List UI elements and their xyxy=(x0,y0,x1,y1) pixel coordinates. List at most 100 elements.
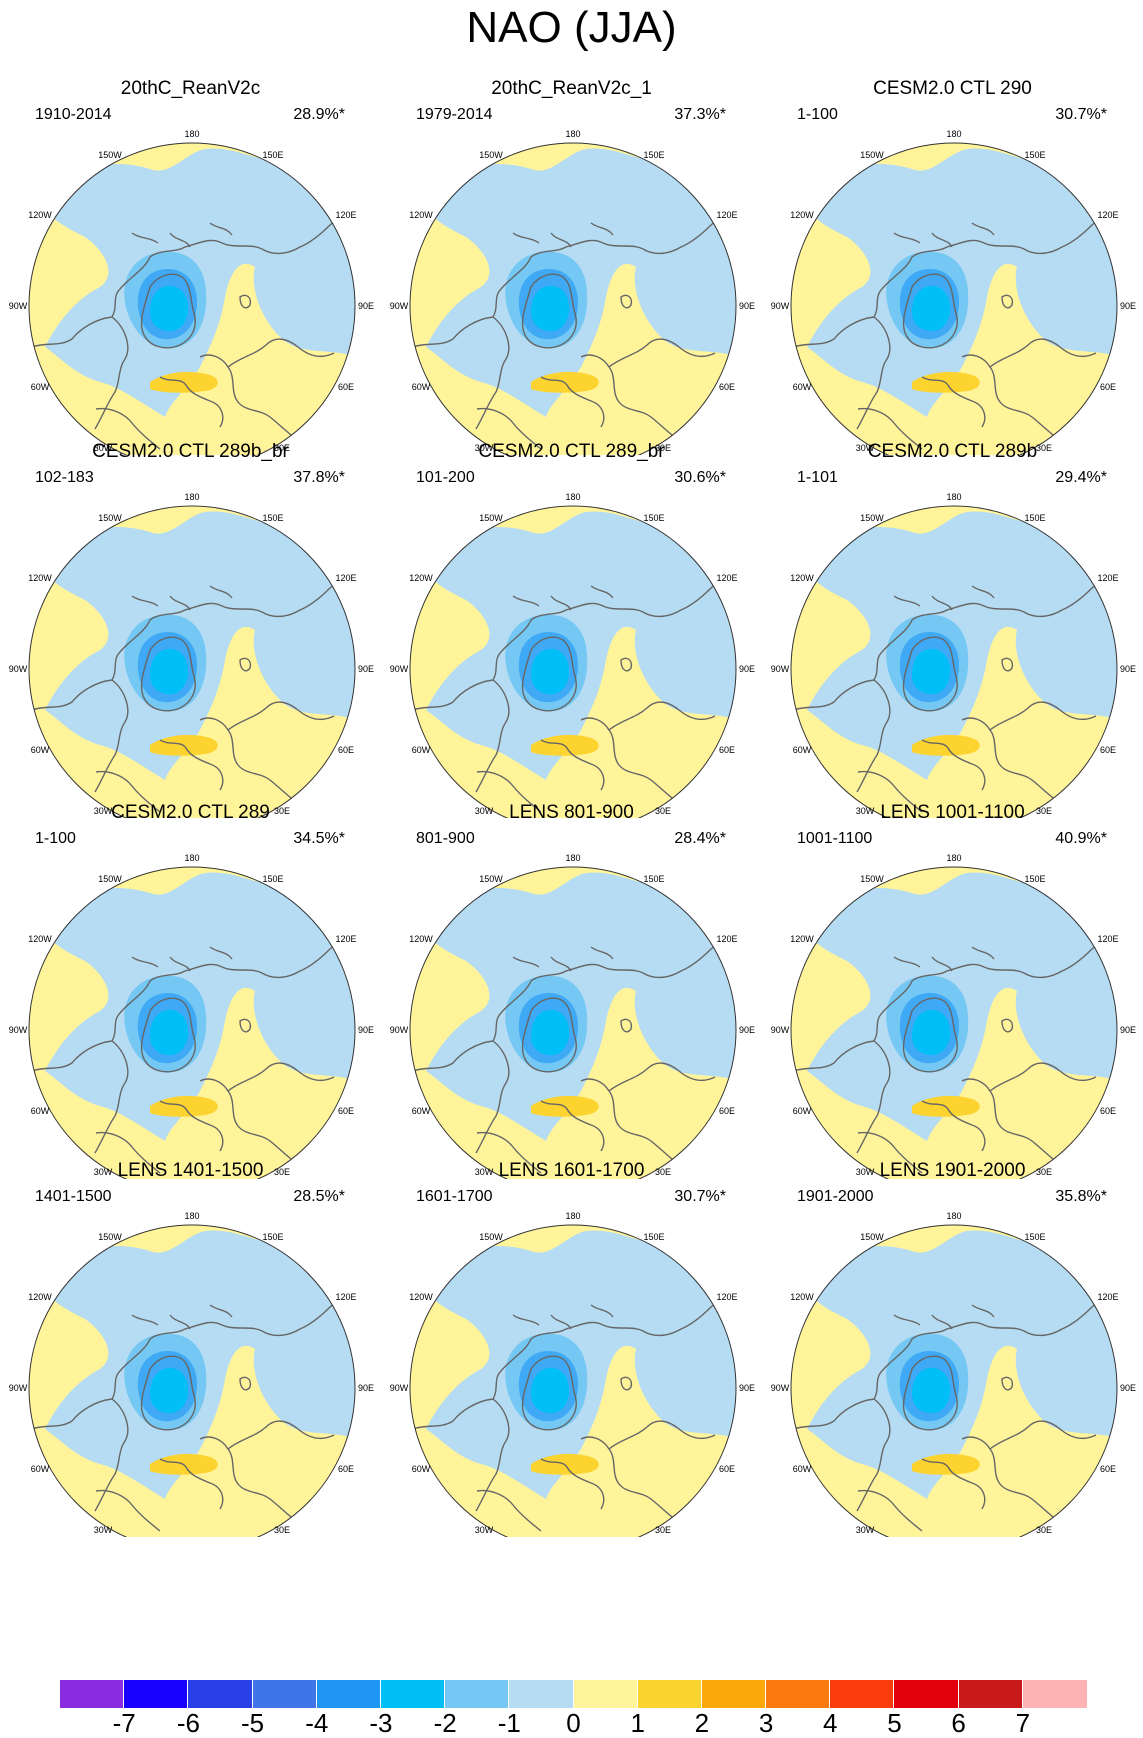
lon-label-30w: 30W xyxy=(475,806,494,816)
coastlines xyxy=(31,1278,353,1532)
lon-label-60w: 60W xyxy=(412,745,431,755)
lon-label-30e: 30E xyxy=(1036,1167,1052,1177)
map-boundary xyxy=(28,1224,356,1537)
lon-label-60w: 60W xyxy=(31,745,50,755)
colorbar-label: 5 xyxy=(887,1708,902,1738)
panel-title: CESM2.0 CTL 289b xyxy=(867,441,1038,462)
lon-label-120w: 120W xyxy=(409,934,433,944)
lon-label-90w: 90W xyxy=(9,664,28,674)
lon-label-60e: 60E xyxy=(338,1464,354,1474)
lon-label-90e: 90E xyxy=(1120,1025,1136,1035)
map-panel-7: CESM2.0 CTL 289 1-100 34.5%* xyxy=(0,781,381,1179)
lon-label-60w: 60W xyxy=(412,1106,431,1116)
colorbar-box xyxy=(509,1680,574,1708)
lon-label-150e: 150E xyxy=(643,513,664,523)
panel-period: 1601-1700 xyxy=(416,1188,493,1205)
colorbar-label: 0 xyxy=(566,1708,581,1738)
map-boundary xyxy=(409,142,737,455)
lon-label-120w: 120W xyxy=(409,210,433,220)
panel-period: 1901-2000 xyxy=(797,1188,874,1205)
lon-label-30e: 30E xyxy=(274,1167,290,1177)
map-panel-6: CESM2.0 CTL 289b 1-101 29.4%* xyxy=(762,420,1143,818)
lon-label-120e: 120E xyxy=(335,934,356,944)
lon-label-60e: 60E xyxy=(1100,745,1116,755)
map-boundary xyxy=(28,505,356,818)
lon-label-60e: 60E xyxy=(1100,1464,1116,1474)
lon-label-120e: 120E xyxy=(335,1292,356,1302)
negative-anomaly-core xyxy=(912,285,951,332)
lon-label-150w: 150W xyxy=(860,874,884,884)
colorbar-label: 4 xyxy=(823,1708,838,1738)
polar-map: 180 150W 150E 120W 120E 90W 90E 60W 60E … xyxy=(9,492,374,818)
explained-variance: 28.4%* xyxy=(674,830,726,847)
polar-map: 180 150W 150E 120W 120E 90W 90E 60W 60E … xyxy=(771,853,1136,1179)
lon-label-150w: 150W xyxy=(479,874,503,884)
map-boundary xyxy=(409,505,737,818)
lon-label-180: 180 xyxy=(565,492,580,502)
panel-title: CESM2.0 CTL 290 xyxy=(873,78,1032,99)
lon-label-180: 180 xyxy=(565,1211,580,1221)
panel-period: 102-183 xyxy=(35,469,94,486)
lon-label-60w: 60W xyxy=(793,745,812,755)
colorbar-box xyxy=(124,1680,189,1708)
lon-label-120w: 120W xyxy=(28,934,52,944)
lon-label-90e: 90E xyxy=(739,301,755,311)
colorbar-box xyxy=(380,1680,446,1708)
lon-label-30w: 30W xyxy=(856,1167,875,1177)
lon-label-180: 180 xyxy=(565,853,580,863)
panel-title: CESM2.0 CTL 289_br xyxy=(478,441,665,462)
panel-title: 20thC_ReanV2c xyxy=(120,78,261,99)
lon-label-90w: 90W xyxy=(390,1383,409,1393)
lon-label-120w: 120W xyxy=(409,1292,433,1302)
colorbar-label: 3 xyxy=(758,1708,774,1738)
colorbar-box xyxy=(60,1680,125,1708)
colorbar-label: -4 xyxy=(305,1708,329,1738)
lon-label-150w: 150W xyxy=(98,513,122,523)
panel-period: 1-100 xyxy=(797,106,838,123)
lon-label-90e: 90E xyxy=(1120,301,1136,311)
lon-label-150w: 150W xyxy=(860,150,884,160)
negative-anomaly-core xyxy=(531,648,570,695)
lon-label-150w: 150W xyxy=(98,1232,122,1242)
map-panel-3: CESM2.0 CTL 290 1-100 30.7%* xyxy=(762,57,1143,455)
lon-label-90e: 90E xyxy=(358,1025,374,1035)
negative-anomaly-core xyxy=(531,1009,570,1056)
explained-variance: 28.9%* xyxy=(293,106,345,123)
lon-label-90w: 90W xyxy=(771,1025,790,1035)
polar-map: 180 150W 150E 120W 120E 90W 90E 60W 60E … xyxy=(9,853,374,1179)
lon-label-90w: 90W xyxy=(771,1383,790,1393)
explained-variance: 37.8%* xyxy=(293,469,345,486)
lon-label-90e: 90E xyxy=(1120,664,1136,674)
lon-label-120e: 120E xyxy=(716,210,737,220)
panel-title: LENS 801-900 xyxy=(509,802,634,823)
lon-label-180: 180 xyxy=(565,129,580,139)
panel-title: LENS 1401-1500 xyxy=(117,1160,264,1181)
map-boundary xyxy=(790,1224,1118,1537)
lon-label-60e: 60E xyxy=(1100,1106,1116,1116)
lon-label-150w: 150W xyxy=(860,1232,884,1242)
lon-label-60e: 60E xyxy=(719,745,735,755)
lon-label-90e: 90E xyxy=(739,1383,755,1393)
colorbar-box xyxy=(316,1680,381,1708)
colorbar-box xyxy=(188,1680,253,1708)
map-panel-2: 20thC_ReanV2c_1 1979-2014 37.3%* xyxy=(381,57,762,455)
lon-label-30e: 30E xyxy=(655,1525,671,1535)
lon-label-60w: 60W xyxy=(793,1464,812,1474)
lon-label-120w: 120W xyxy=(28,573,52,583)
lon-label-120e: 120E xyxy=(1097,573,1118,583)
panel-title: LENS 1901-2000 xyxy=(879,1160,1026,1181)
coastlines xyxy=(31,920,353,1174)
polar-map: 180 150W 150E 120W 120E 90W 90E 60W 60E … xyxy=(390,1211,755,1537)
lon-label-120e: 120E xyxy=(1097,210,1118,220)
lon-label-150e: 150E xyxy=(1024,1232,1045,1242)
lon-label-150e: 150E xyxy=(262,874,283,884)
colorbar-box xyxy=(894,1680,959,1708)
lon-label-90e: 90E xyxy=(739,1025,755,1035)
lon-label-150e: 150E xyxy=(262,513,283,523)
lon-label-60w: 60W xyxy=(31,382,50,392)
lon-label-150w: 150W xyxy=(860,513,884,523)
lon-label-120w: 120W xyxy=(790,934,814,944)
map-panel-4: CESM2.0 CTL 289b_br 102-183 37.8%* xyxy=(0,420,381,818)
lon-label-60e: 60E xyxy=(338,745,354,755)
lon-label-30e: 30E xyxy=(1036,443,1052,453)
